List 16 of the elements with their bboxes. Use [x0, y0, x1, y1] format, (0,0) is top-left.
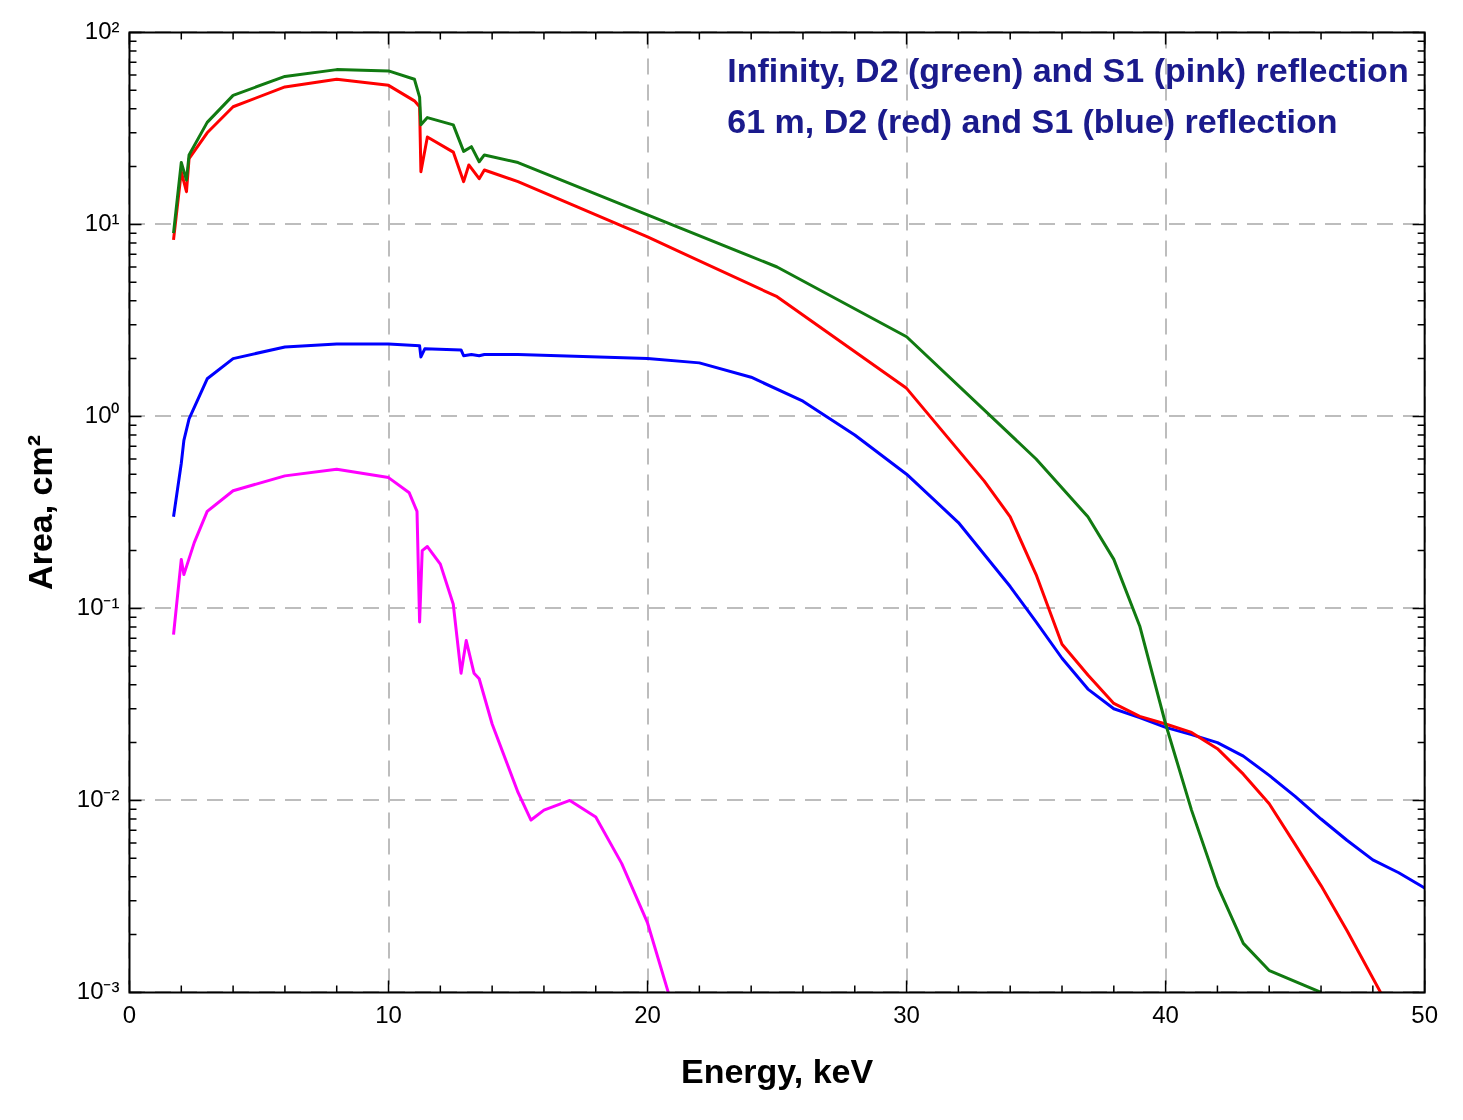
annotation: Infinity, D2 (green) and S1 (pink) reflection: [727, 50, 1409, 89]
y-tick-label: 10⁻³: [76, 977, 120, 1005]
x-tick-label: 50: [1411, 1001, 1438, 1029]
y-axis-title: Area, cm²: [20, 434, 59, 590]
x-tick-label: 10: [375, 1001, 402, 1029]
y-tick-label: 10¹: [84, 209, 120, 237]
y-tick-label: 10⁻²: [76, 785, 120, 813]
annotation: 61 m, D2 (red) and S1 (blue) reflection: [727, 101, 1338, 140]
x-axis-title: Energy, keV: [681, 1051, 874, 1090]
x-tick-label: 30: [893, 1001, 920, 1029]
y-tick-label: 10⁰: [84, 401, 120, 429]
y-tick-label: 10²: [84, 17, 120, 45]
x-tick-label: 20: [634, 1001, 661, 1029]
y-tick-label: 10⁻¹: [76, 593, 120, 621]
x-tick-label: 0: [122, 1001, 137, 1029]
x-tick-label: 40: [1152, 1001, 1179, 1029]
